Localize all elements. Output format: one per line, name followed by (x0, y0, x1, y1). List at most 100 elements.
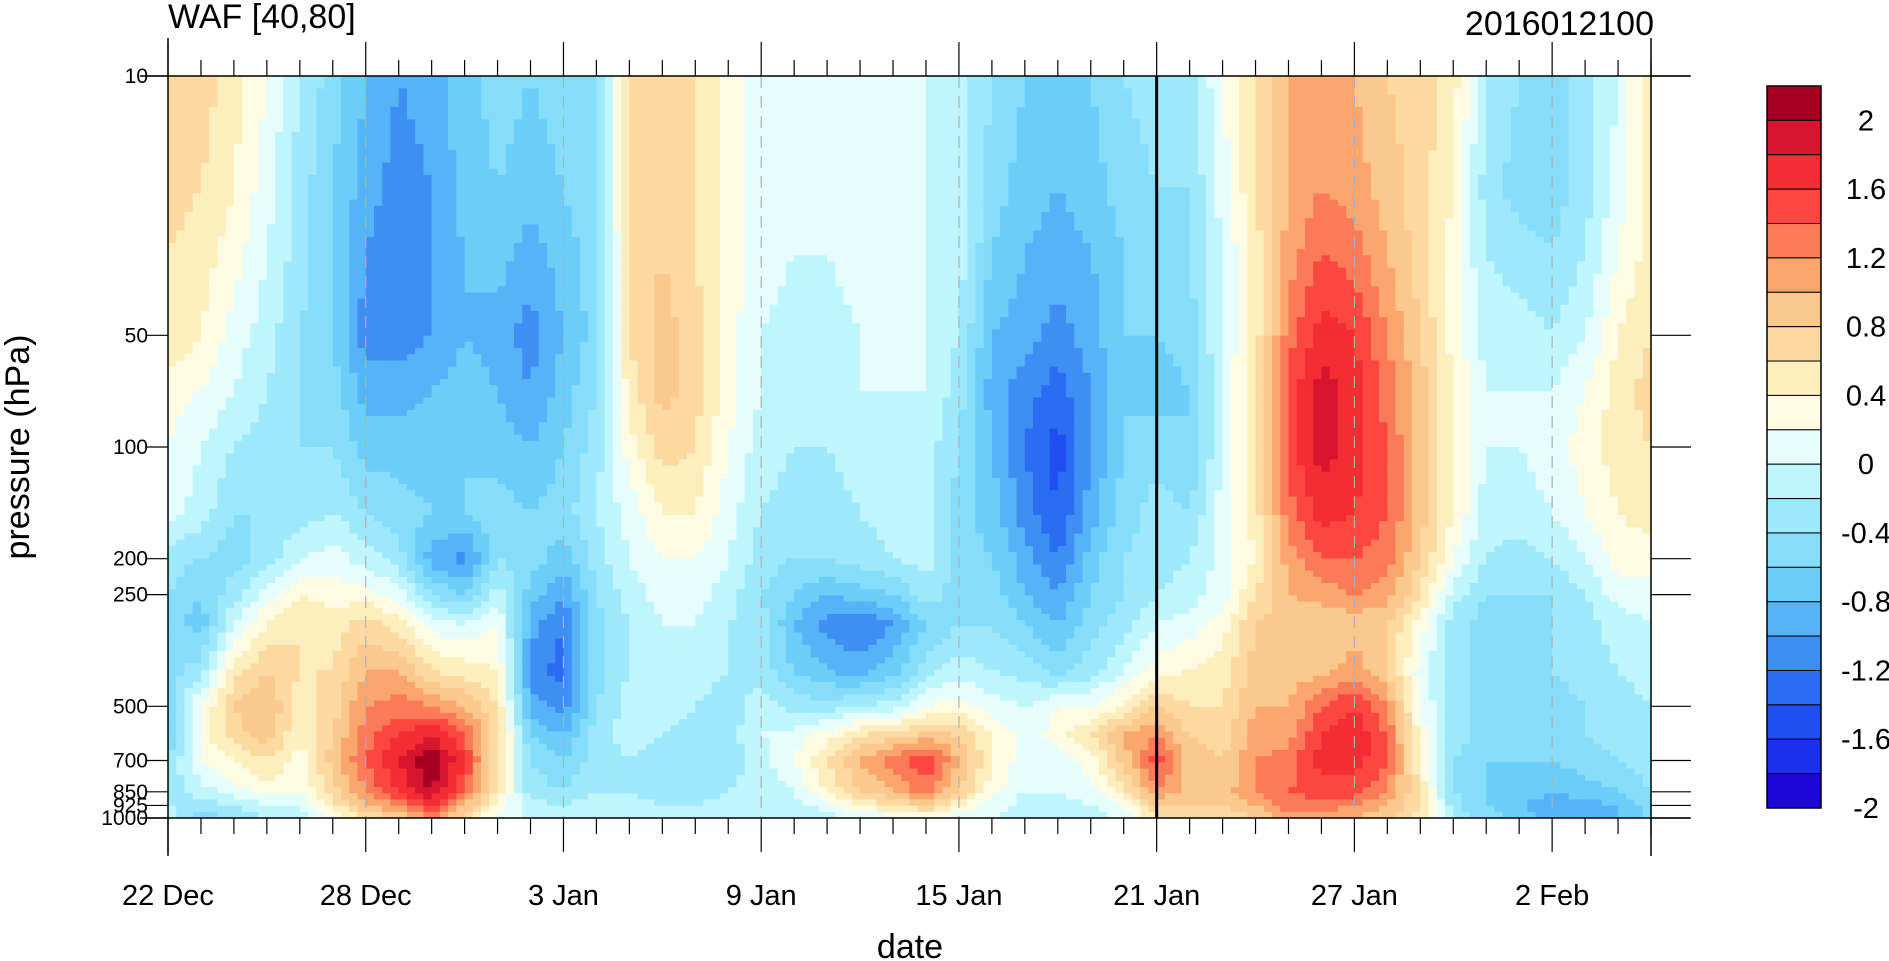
contour-cell (209, 231, 218, 238)
contour-cell (259, 360, 268, 367)
contour-cell (390, 125, 399, 132)
contour-cell (357, 385, 366, 392)
contour-cell (415, 212, 424, 219)
contour-cell (325, 799, 334, 806)
contour-cell (308, 540, 317, 547)
contour-cell (226, 546, 235, 553)
contour-cell (168, 608, 177, 615)
contour-cell (341, 348, 350, 355)
contour-cell (432, 639, 441, 646)
contour-cell (201, 738, 210, 745)
contour-cell (234, 280, 243, 287)
contour-cell (382, 509, 391, 516)
contour-cell (201, 435, 210, 442)
contour-cell (176, 564, 185, 571)
contour-cell (242, 663, 251, 670)
contour-cell (456, 750, 465, 757)
contour-cell (489, 731, 498, 738)
contour-cell (357, 125, 366, 132)
contour-cell (489, 193, 498, 200)
contour-cell (168, 441, 177, 448)
contour-cell (407, 515, 416, 522)
contour-cell (489, 360, 498, 367)
contour-cell (423, 719, 432, 726)
contour-cell (382, 670, 391, 677)
contour-cell (399, 577, 408, 584)
contour-cell (390, 626, 399, 633)
contour-cell (226, 101, 235, 108)
contour-cell (316, 311, 325, 318)
contour-cell (226, 731, 235, 738)
contour-cell (489, 620, 498, 627)
contour-cell (292, 589, 301, 596)
contour-cell (184, 540, 193, 547)
contour-cell (283, 509, 292, 516)
contour-cell (234, 404, 243, 411)
contour-cell (366, 200, 375, 207)
contour-cell (267, 119, 276, 126)
contour-cell (341, 262, 350, 269)
contour-cell (283, 76, 292, 83)
contour-cell (283, 694, 292, 701)
contour-cell (341, 336, 350, 343)
contour-cell (489, 163, 498, 170)
contour-cell (341, 731, 350, 738)
contour-cell (423, 200, 432, 207)
contour-cell (201, 175, 210, 182)
contour-cell (448, 224, 457, 231)
contour-cell (349, 348, 358, 355)
contour-cell (366, 206, 375, 213)
contour-cell (250, 342, 259, 349)
contour-cell (242, 657, 251, 664)
contour-cell (176, 379, 185, 386)
contour-cell (217, 410, 226, 417)
contour-cell (226, 645, 235, 652)
contour-cell (259, 577, 268, 584)
contour-cell (333, 651, 342, 658)
contour-cell (349, 694, 358, 701)
contour-cell (489, 336, 498, 343)
contour-cell (292, 391, 301, 398)
contour-cell (341, 799, 350, 806)
contour-cell (432, 769, 441, 776)
contour-cell (382, 472, 391, 479)
contour-cell (242, 218, 251, 225)
contour-cell (473, 775, 482, 782)
contour-cell (325, 651, 334, 658)
contour-cell (399, 218, 408, 225)
contour-cell (456, 379, 465, 386)
contour-cell (407, 701, 416, 708)
contour-cell (308, 391, 317, 398)
contour-cell (399, 799, 408, 806)
contour-cell (489, 558, 498, 565)
contour-cell (184, 262, 193, 269)
contour-cell (366, 527, 375, 534)
contour-cell (259, 441, 268, 448)
contour-cell (407, 527, 416, 534)
contour-cell (234, 546, 243, 553)
contour-cell (209, 738, 218, 745)
contour-cell (283, 391, 292, 398)
contour-cell (168, 274, 177, 281)
contour-cell (242, 614, 251, 621)
contour-cell (292, 404, 301, 411)
contour-cell (234, 354, 243, 361)
contour-cell (357, 769, 366, 776)
contour-cell (217, 738, 226, 745)
contour-cell (275, 701, 284, 708)
contour-cell (275, 385, 284, 392)
contour-cell (316, 435, 325, 442)
contour-cell (357, 515, 366, 522)
contour-cell (226, 237, 235, 244)
contour-cell (176, 725, 185, 732)
contour-cell (366, 744, 375, 751)
contour-cell (366, 558, 375, 565)
contour-cell (432, 472, 441, 479)
contour-cell (168, 206, 177, 213)
contour-cell (498, 243, 507, 250)
contour-cell (209, 663, 218, 670)
contour-cell (333, 583, 342, 590)
contour-cell (341, 781, 350, 788)
contour-cell (234, 787, 243, 794)
contour-cell (259, 317, 268, 324)
